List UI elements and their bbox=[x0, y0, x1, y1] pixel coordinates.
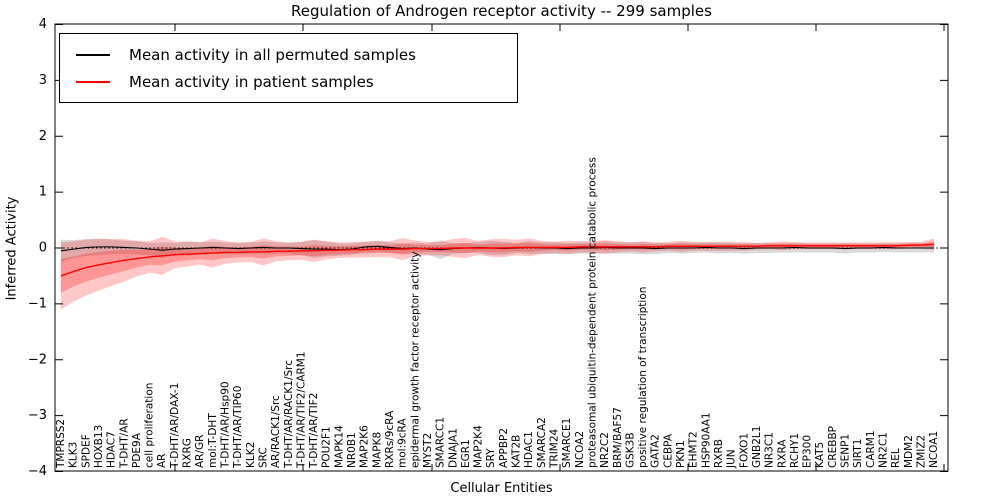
x-tick-label: KAT2B bbox=[511, 435, 523, 468]
x-tick-label: mol:T-DHT bbox=[207, 413, 219, 468]
x-tick-label: T-DHT/AR/TIP60 bbox=[232, 386, 244, 469]
x-tick-label: MAPK8 bbox=[371, 432, 383, 468]
x-tick-label: TMPRSS2 bbox=[55, 419, 67, 469]
x-tick-label: CARM1 bbox=[865, 430, 877, 468]
x-tick-label: RXRG bbox=[182, 438, 194, 468]
x-tick-label: KAT5 bbox=[814, 442, 826, 468]
y-tick-label: −4 bbox=[28, 464, 47, 479]
x-tick-label: MYST2 bbox=[422, 433, 434, 468]
x-tick-label: KLK2 bbox=[245, 442, 257, 468]
x-tick-label: AR/GR bbox=[194, 435, 206, 468]
y-tick-label: −1 bbox=[28, 296, 47, 311]
x-tick-label: T-DHT/AR/TIF2/CARM1 bbox=[295, 351, 307, 469]
x-tick-label: MAP2K6 bbox=[359, 425, 371, 468]
y-tick-label: −3 bbox=[28, 408, 47, 423]
x-tick-label: HSP90AA1 bbox=[700, 412, 712, 468]
x-tick-label: SMARCA2 bbox=[536, 417, 548, 468]
y-tick-label: 2 bbox=[39, 129, 47, 144]
legend-label-patient: Mean activity in patient samples bbox=[129, 72, 374, 91]
y-tick-label: 1 bbox=[39, 185, 47, 200]
x-tick-label: GATA2 bbox=[650, 434, 662, 468]
x-tick-label: SPDEF bbox=[80, 434, 92, 468]
x-tick-label: T-DHT/AR/DAX-1 bbox=[169, 383, 181, 469]
x-tick-label: SMARCC1 bbox=[435, 417, 447, 468]
x-tick-label: BRM/BAF57 bbox=[612, 407, 624, 468]
x-tick-label: proteasomal ubiquitin-dependent protein … bbox=[586, 157, 598, 468]
x-tick-label: positive regulation of transcription bbox=[637, 287, 649, 468]
x-tick-label: APPBP2 bbox=[498, 428, 510, 468]
x-tick-label: JUN bbox=[726, 449, 738, 469]
x-tick-label: SENP1 bbox=[840, 434, 852, 468]
legend-item-patient: Mean activity in patient samples bbox=[60, 68, 517, 95]
x-tick-label: HDAC7 bbox=[106, 431, 118, 468]
x-tick-label: KLK3 bbox=[68, 442, 80, 468]
x-tick-label: SIRT1 bbox=[852, 439, 864, 468]
x-tick-label: CEBPA bbox=[662, 433, 674, 468]
patient-band-inner bbox=[61, 241, 935, 293]
x-tick-label: T-DHT/AR/Hsp90 bbox=[220, 381, 232, 469]
legend-label-permuted: Mean activity in all permuted samples bbox=[129, 45, 416, 64]
x-tick-label: T-DHT/AR/RACK1/Src bbox=[283, 360, 295, 469]
x-tick-label: RXRs/9cRA bbox=[384, 410, 396, 468]
y-tick-label: 0 bbox=[39, 241, 47, 256]
x-tick-label: MAP2K4 bbox=[473, 425, 485, 468]
x-tick-label: cell proliferation bbox=[144, 383, 156, 468]
y-tick-label: 3 bbox=[39, 73, 47, 88]
x-tick-label: SRC bbox=[257, 447, 269, 468]
x-tick-label: PKN1 bbox=[675, 440, 687, 468]
x-tick-label: HDAC1 bbox=[523, 431, 535, 468]
x-tick-label: SRY bbox=[485, 448, 497, 468]
x-tick-label: HOXB13 bbox=[93, 425, 105, 468]
x-tick-label: GNB2L1 bbox=[751, 426, 763, 468]
x-tick-label: NCOA1 bbox=[928, 431, 940, 468]
x-tick-label: MDM2 bbox=[903, 435, 915, 468]
x-tick-label: AR bbox=[156, 454, 168, 468]
x-tick-label: NCOA2 bbox=[574, 431, 586, 468]
patient-mean-line bbox=[60, 243, 935, 277]
x-tick-label: RXRB bbox=[713, 439, 725, 468]
x-tick-label: ZMIZ2 bbox=[915, 435, 927, 468]
x-tick-label: DNAJA1 bbox=[447, 428, 459, 468]
x-tick-label: AR/RACK1/Src bbox=[270, 395, 282, 468]
legend-line-patient-icon bbox=[76, 80, 110, 83]
x-tick-label: RCHY1 bbox=[789, 433, 801, 468]
chart-title: Regulation of Androgen receptor activity… bbox=[291, 2, 712, 20]
x-tick-label: NR2C1 bbox=[878, 432, 890, 468]
x-tick-label: EGR1 bbox=[460, 439, 472, 468]
x-tick-label: TRIM24 bbox=[549, 428, 561, 469]
patient-band-outer bbox=[61, 236, 935, 310]
legend-line-permuted-icon bbox=[76, 53, 110, 56]
x-tick-label: epidermal growth factor receptor activit… bbox=[409, 251, 421, 468]
x-tick-label: FOXO1 bbox=[738, 433, 750, 468]
x-tick-label: PDE9A bbox=[131, 432, 143, 468]
legend-item-permuted: Mean activity in all permuted samples bbox=[60, 41, 517, 68]
x-tick-label: SMARCE1 bbox=[561, 418, 573, 468]
x-tick-label: NR0B1 bbox=[346, 432, 358, 468]
x-tick-label: GSK3B bbox=[624, 432, 636, 468]
y-tick-label: 4 bbox=[39, 17, 47, 32]
x-tick-label: REL bbox=[890, 448, 902, 468]
x-tick-label: EP300 bbox=[802, 435, 814, 468]
permuted-band bbox=[61, 238, 935, 262]
x-tick-label: T-DHT/AR bbox=[118, 418, 130, 469]
x-tick-label: T-DHT/AR/TIF2 bbox=[308, 393, 320, 469]
x-tick-label: mol:9cRA bbox=[397, 418, 409, 468]
x-tick-label: CREBBP bbox=[827, 426, 839, 468]
x-tick-label: RXRA bbox=[776, 439, 788, 468]
legend: Mean activity in all permuted samples Me… bbox=[59, 33, 518, 103]
y-axis-label: Inferred Activity bbox=[4, 196, 20, 301]
x-tick-label: NR3C1 bbox=[764, 432, 776, 468]
x-axis-label: Cellular Entities bbox=[450, 481, 553, 496]
x-tick-label: MAPK14 bbox=[333, 425, 345, 468]
y-tick-label: −2 bbox=[28, 352, 47, 367]
x-tick-label: POU2F1 bbox=[321, 426, 333, 468]
x-tick-label: EHMT2 bbox=[688, 431, 700, 468]
x-tick-label: NR2C2 bbox=[599, 432, 611, 468]
